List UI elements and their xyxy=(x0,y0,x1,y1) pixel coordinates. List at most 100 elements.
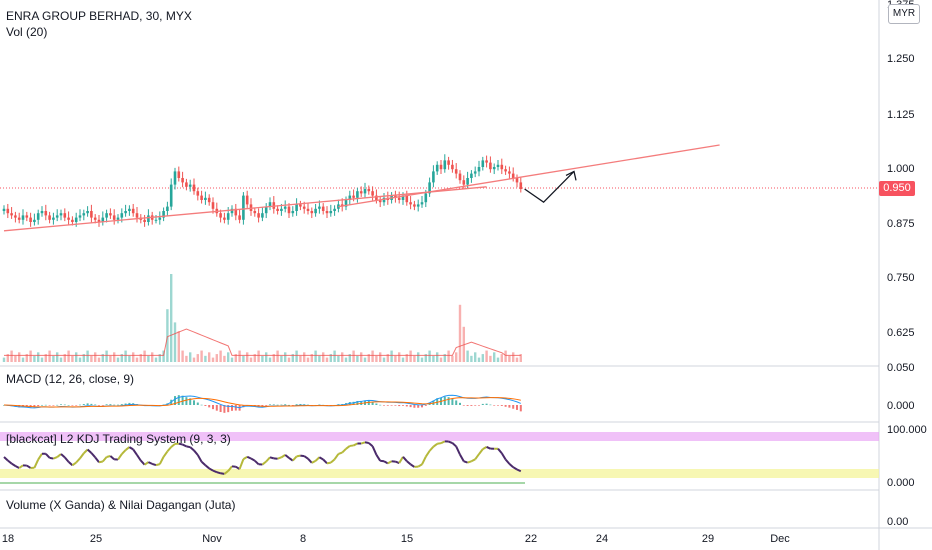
time-tick: 8 xyxy=(300,533,306,545)
volume-bar xyxy=(519,354,522,362)
candle-body xyxy=(477,167,481,172)
volume-bar xyxy=(261,355,264,362)
candle-body xyxy=(492,167,496,170)
macd-histogram-bar xyxy=(470,405,473,406)
macd-histogram-bar xyxy=(451,398,454,405)
kdj-line-segment xyxy=(322,458,328,465)
macd-histogram-bar xyxy=(177,395,180,405)
candle-body xyxy=(36,213,40,220)
volume-bar xyxy=(249,357,253,362)
volume-bar xyxy=(173,322,177,362)
macd-tick: 0.000 xyxy=(887,400,915,412)
kdj-line-segment xyxy=(18,464,24,469)
macd-histogram-bar xyxy=(196,402,199,405)
candle-body xyxy=(466,178,469,185)
volume-legend[interactable]: Vol (20) xyxy=(6,25,48,39)
candle-body xyxy=(511,173,515,178)
macd-histogram-bar xyxy=(117,404,119,406)
macd-histogram-bar xyxy=(227,405,230,413)
candle-body xyxy=(226,213,230,220)
candle-body xyxy=(416,204,420,207)
macd-histogram-bar xyxy=(383,405,385,406)
volume-bar xyxy=(325,357,329,362)
volume-bar xyxy=(443,354,446,362)
kdj-line-segment xyxy=(75,457,81,464)
currency-badge[interactable]: MYR xyxy=(888,4,920,24)
volume-bar xyxy=(97,357,101,362)
macd-histogram-bar xyxy=(189,398,192,405)
volume-bar xyxy=(299,355,302,362)
kdj-line-segment xyxy=(383,460,389,465)
volume-bar xyxy=(284,352,287,362)
kdj-line-segment xyxy=(204,464,210,470)
volume-bar xyxy=(158,354,161,362)
candle-body xyxy=(82,213,86,216)
volume2-legend[interactable]: Volume (X Ganda) & Nilai Dagangan (Juta) xyxy=(6,498,236,512)
trendlines[interactable] xyxy=(3,144,720,232)
macd-histogram-bar xyxy=(234,405,237,411)
volume-bar xyxy=(432,355,435,362)
candle-body xyxy=(489,162,492,170)
volume-bar xyxy=(78,357,82,362)
macd-histogram-bar xyxy=(478,405,480,406)
kdj-line-segment xyxy=(311,459,317,464)
macd-histogram-bar xyxy=(284,404,287,405)
current-price-tag: 0.950 xyxy=(879,181,915,196)
volume-bar xyxy=(439,357,443,362)
volume-bar xyxy=(223,355,226,362)
volume-bar xyxy=(458,304,462,362)
volume-bar xyxy=(314,350,317,362)
macd-histogram-bar xyxy=(37,405,40,407)
kdj-line-segment xyxy=(162,450,169,458)
candle-body xyxy=(78,215,82,218)
kdj-line-segment xyxy=(45,453,51,459)
candle-body xyxy=(344,200,348,207)
candle-body xyxy=(257,213,260,218)
candle-body xyxy=(268,202,272,207)
price-tick: 1.000 xyxy=(887,163,915,175)
macd-histogram-bar xyxy=(447,397,450,405)
kdj-line-segment xyxy=(216,471,221,475)
kdj-line-segment xyxy=(242,455,248,460)
symbol-title[interactable]: ENRA GROUP BERHAD, 30, MYX xyxy=(6,9,192,23)
candle-body xyxy=(500,164,504,170)
candle-body xyxy=(86,211,89,214)
volume-bar xyxy=(481,354,484,362)
macd-histogram-bar xyxy=(63,404,66,406)
macd-histogram-bar xyxy=(519,405,522,412)
kdj-line-segment xyxy=(448,440,453,444)
macd-histogram-bar xyxy=(367,400,370,405)
volume-bar xyxy=(265,352,268,362)
kdj-line-segment xyxy=(186,445,191,449)
macd-histogram-bar xyxy=(356,400,359,405)
kdj-line-segment xyxy=(49,456,54,460)
kdj-line-segment xyxy=(410,463,415,468)
kdj-line-segment xyxy=(102,456,108,463)
kdj-oversold-band xyxy=(0,469,879,478)
volume-bar xyxy=(192,357,196,362)
macd-histogram-bar xyxy=(443,396,446,405)
macd-histogram-bar xyxy=(307,404,309,406)
candle-body xyxy=(443,160,447,170)
volume-bar xyxy=(14,355,17,362)
kdj-legend[interactable]: [blackcat] L2 KDJ Trading System (9, 3, … xyxy=(6,432,231,446)
volume-bar xyxy=(86,350,89,362)
volume-bar xyxy=(116,357,120,362)
macd-legend[interactable]: MACD (12, 26, close, 9) xyxy=(6,372,135,386)
kdj-line-segment xyxy=(303,455,309,460)
macd-histogram-bar xyxy=(48,405,51,406)
macd-histogram-bar xyxy=(481,403,484,405)
macd-histogram-bar xyxy=(288,404,290,406)
kdj-line-segment xyxy=(455,446,461,456)
macd-histogram-bar xyxy=(219,405,222,413)
candle-body xyxy=(496,164,500,167)
macd-histogram-bar xyxy=(421,405,423,408)
volume-bar xyxy=(276,350,279,362)
volume-bar xyxy=(67,350,70,362)
volume-bar xyxy=(246,352,249,362)
macd-histogram-bar xyxy=(212,405,214,410)
candle-body xyxy=(401,195,405,200)
volume-bar xyxy=(52,355,55,362)
candle-body xyxy=(439,164,443,170)
